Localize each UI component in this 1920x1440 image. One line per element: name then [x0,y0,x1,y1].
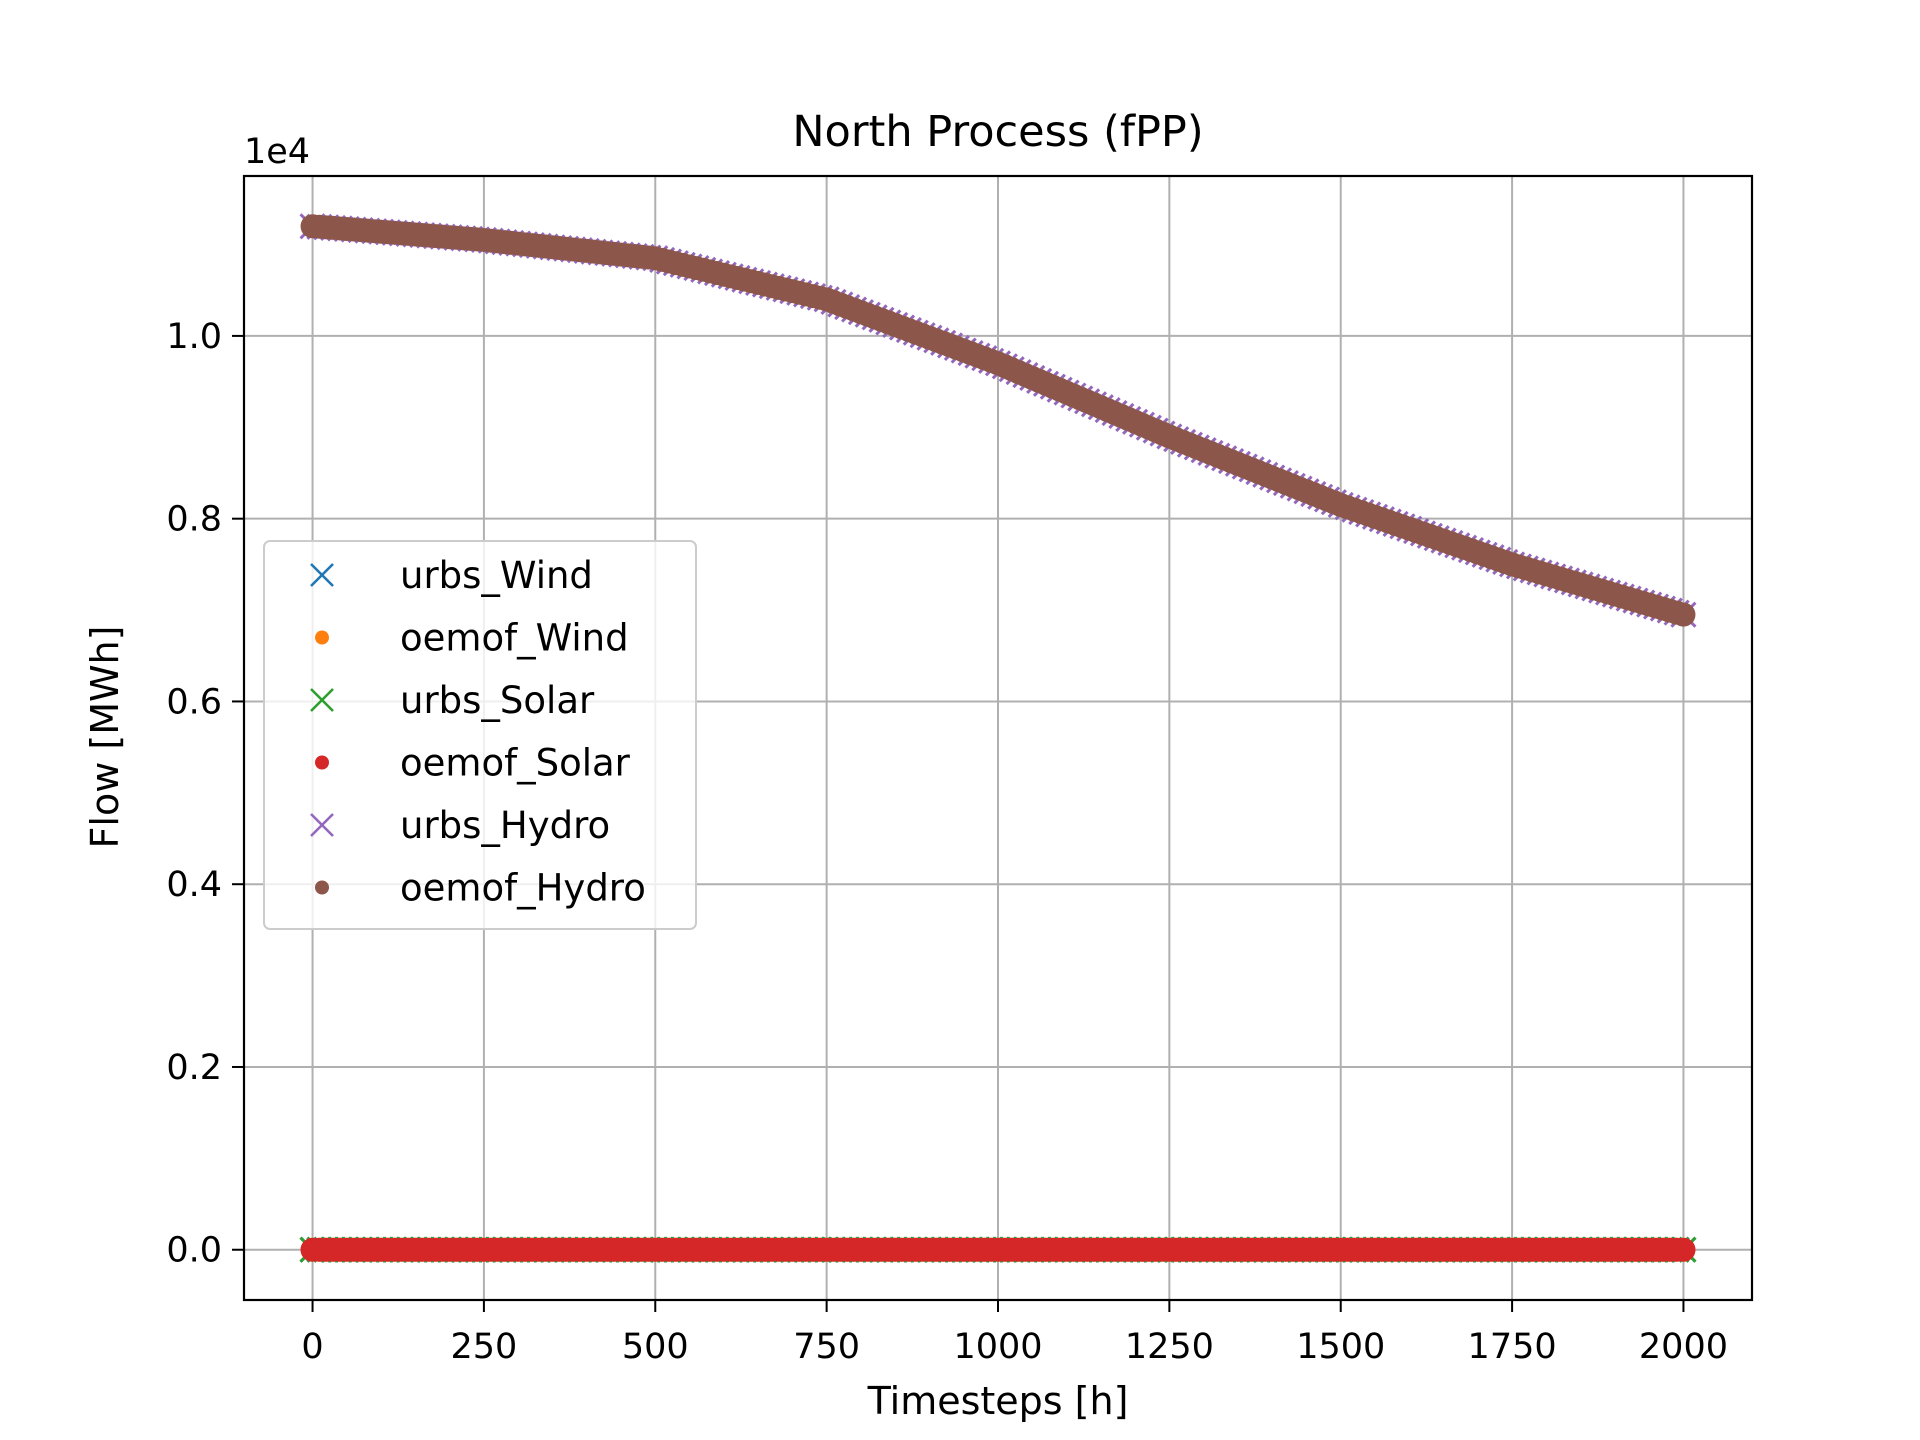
legend-marker-urbs_Hydro [310,813,334,837]
legend-marker-oemof_Solar [315,755,329,770]
y-axis-label: Flow [MWh] [83,626,127,849]
legend-marker-oemof_Wind [315,630,329,645]
x-tick-label: 1250 [1125,1327,1214,1367]
x-axis-label: Timesteps [h] [867,1379,1129,1423]
x-tick-label: 500 [622,1327,689,1367]
x-tick-label: 1500 [1296,1327,1385,1367]
data-point-dot [1671,1237,1696,1262]
legend-marker-urbs_Wind [310,563,334,587]
data-point-dot [1671,602,1696,627]
x-tick-label: 2000 [1639,1327,1728,1367]
y-offset-label: 1e4 [244,132,310,172]
y-tick-label: 0.8 [166,500,222,540]
y-tick-label: 1.0 [166,317,222,357]
x-tick-label: 750 [793,1327,860,1367]
x-tick-label: 1000 [953,1327,1042,1367]
x-tick-label: 250 [451,1327,518,1367]
plot-series [299,213,1697,1263]
legend-label: oemof_Hydro [400,867,646,910]
series-oemof_Hydro [300,214,1696,627]
chart-title: North Process (fPP) [792,107,1203,157]
legend-label: urbs_Wind [400,554,593,597]
legend-label: oemof_Wind [400,617,629,660]
legend-marker-urbs_Solar [310,688,334,712]
y-tick-label: 0.4 [166,865,222,905]
legend-label: oemof_Solar [400,742,631,785]
x-tick-label: 0 [301,1327,323,1367]
y-tick-label: 0.0 [166,1231,222,1271]
series-oemof_Solar [300,1237,1696,1262]
y-tick-label: 0.6 [166,682,222,722]
legend-label: urbs_Solar [400,679,595,722]
legend-label: urbs_Hydro [400,804,610,847]
x-tick-label: 1750 [1468,1327,1557,1367]
axis-ticks: 0 250 500 750 1000 1250 1500 1750 2000 0.0 0.2 0.4 0… [166,317,1728,1367]
legend: urbs_Wind oemof_Wind urbs_Solar oemof_Solar… [263,540,697,930]
legend-box [263,540,697,930]
legend-marker-oemof_Hydro [315,880,329,895]
y-tick-label: 0.2 [166,1048,222,1088]
